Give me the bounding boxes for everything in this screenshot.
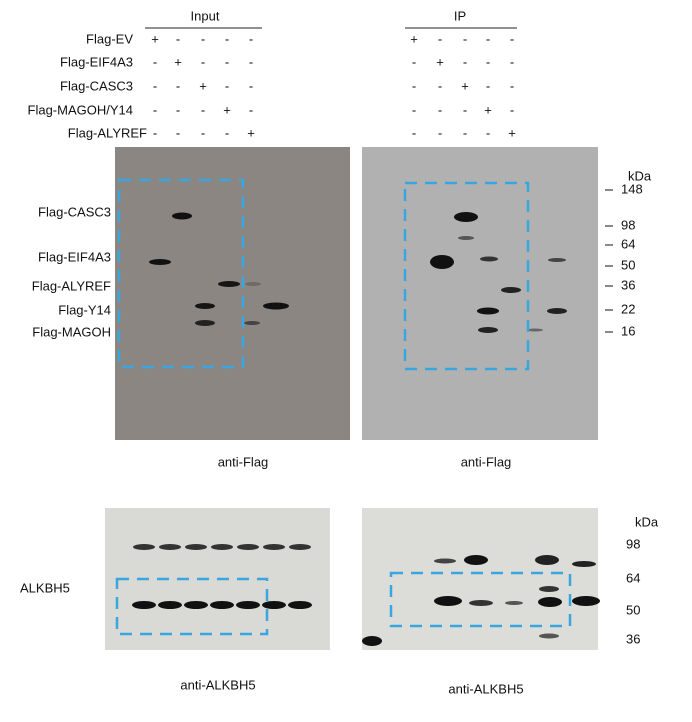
condition-sign: - <box>201 54 205 69</box>
condition-sign: - <box>463 125 467 140</box>
condition-sign: - <box>153 54 157 69</box>
antibody-label: anti-Flag <box>461 454 512 469</box>
condition-sign: - <box>176 125 180 140</box>
condition-sign: - <box>249 54 253 69</box>
condition-sign: - <box>510 102 514 117</box>
input-header: Input <box>191 8 220 23</box>
ip-header: IP <box>454 8 466 23</box>
bottom-right-blot <box>362 508 600 650</box>
condition-sign: - <box>249 78 253 93</box>
condition-sign: - <box>486 78 490 93</box>
marker-label: 36 <box>626 631 640 646</box>
condition-sign: - <box>412 54 416 69</box>
condition-label: Flag-EIF4A3 <box>60 54 133 69</box>
condition-sign: - <box>438 31 442 46</box>
marker-label: 98 <box>621 217 635 232</box>
condition-sign: - <box>438 125 442 140</box>
condition-label: Flag-ALYREF <box>68 125 147 140</box>
condition-sign: - <box>438 102 442 117</box>
condition-sign: + <box>199 78 207 93</box>
condition-sign: - <box>463 102 467 117</box>
antibody-label: anti-ALKBH5 <box>180 677 255 692</box>
condition-sign: + <box>151 31 159 46</box>
condition-sign: - <box>510 31 514 46</box>
condition-sign: - <box>176 102 180 117</box>
condition-sign: - <box>438 78 442 93</box>
condition-sign: - <box>486 54 490 69</box>
condition-label: Flag-CASC3 <box>60 78 133 93</box>
figure: Input IP <box>0 0 692 717</box>
condition-label: Flag-MAGOH/Y14 <box>28 102 133 117</box>
marker-label: 148 <box>621 181 643 196</box>
condition-sign: - <box>412 125 416 140</box>
condition-sign: - <box>249 102 253 117</box>
condition-sign: - <box>176 78 180 93</box>
condition-label: Flag-EV <box>86 31 133 46</box>
target-label: ALKBH5 <box>20 580 70 595</box>
marker-label: 64 <box>621 236 635 251</box>
marker-label: 22 <box>621 301 635 316</box>
bottom-left-blot <box>105 508 330 650</box>
condition-sign: + <box>223 102 231 117</box>
band-label: Flag-Y14 <box>58 302 111 317</box>
band-label: Flag-EIF4A3 <box>38 249 111 264</box>
band-label: Flag-ALYREF <box>32 278 111 293</box>
marker-label: 50 <box>621 257 635 272</box>
marker-label: 16 <box>621 323 635 338</box>
condition-sign: - <box>153 78 157 93</box>
condition-sign: - <box>201 125 205 140</box>
condition-sign: + <box>436 54 444 69</box>
condition-sign: - <box>225 78 229 93</box>
condition-sign: - <box>486 125 490 140</box>
condition-sign: - <box>510 78 514 93</box>
marker-label: 98 <box>626 536 640 551</box>
condition-sign: - <box>412 78 416 93</box>
condition-sign: - <box>201 102 205 117</box>
condition-sign: - <box>412 102 416 117</box>
condition-sign: + <box>484 102 492 117</box>
kda-unit: kDa <box>635 514 659 529</box>
condition-sign: - <box>225 31 229 46</box>
condition-sign: - <box>225 125 229 140</box>
condition-sign: - <box>153 125 157 140</box>
condition-sign: - <box>153 102 157 117</box>
condition-sign: + <box>174 54 182 69</box>
condition-sign: - <box>486 31 490 46</box>
band-label: Flag-MAGOH <box>32 324 111 339</box>
condition-sign: - <box>463 31 467 46</box>
condition-sign: + <box>247 125 255 140</box>
top-left-blot <box>115 147 350 440</box>
condition-sign: - <box>225 54 229 69</box>
condition-sign: + <box>461 78 469 93</box>
marker-label: 50 <box>626 602 640 617</box>
condition-sign: + <box>508 125 516 140</box>
condition-sign: - <box>463 54 467 69</box>
band-label: Flag-CASC3 <box>38 204 111 219</box>
condition-sign: - <box>510 54 514 69</box>
condition-sign: - <box>249 31 253 46</box>
condition-sign: - <box>201 31 205 46</box>
marker-label: 36 <box>621 277 635 292</box>
marker-label: 64 <box>626 570 640 585</box>
antibody-label: anti-Flag <box>218 454 269 469</box>
top-right-blot <box>362 147 598 440</box>
condition-sign: + <box>410 31 418 46</box>
condition-sign: - <box>176 31 180 46</box>
antibody-label: anti-ALKBH5 <box>448 681 523 696</box>
